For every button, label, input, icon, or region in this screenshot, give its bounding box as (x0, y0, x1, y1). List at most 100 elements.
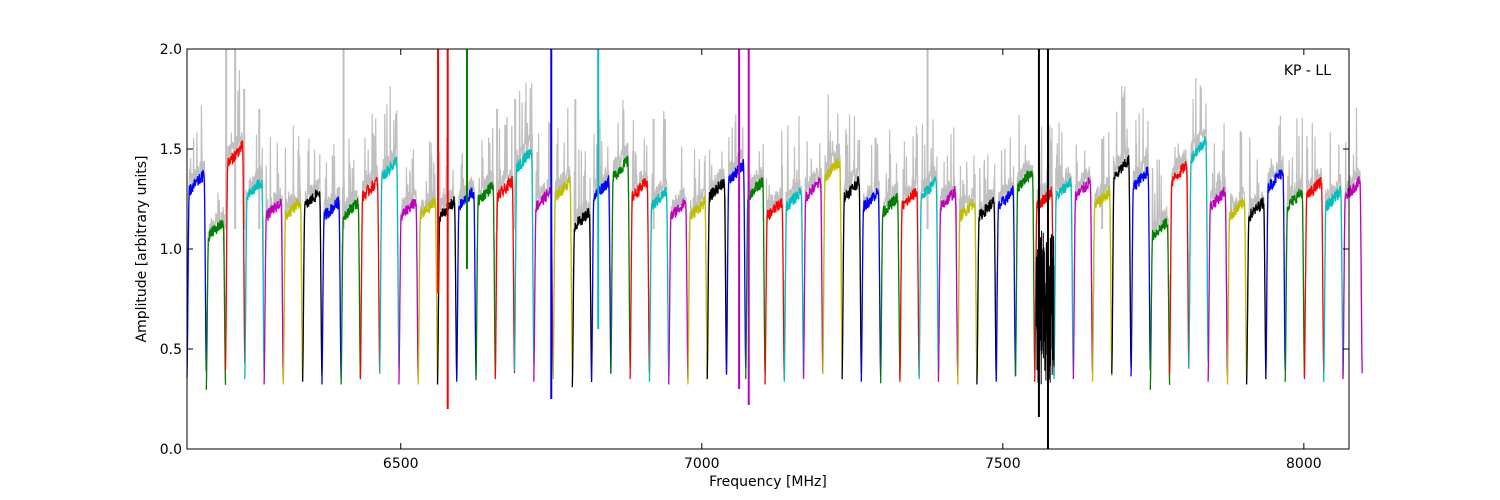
background-channel-line (591, 119, 612, 378)
background-channel-line (1246, 137, 1267, 383)
background-channel-line (494, 116, 516, 378)
background-channel-line (668, 146, 689, 383)
background-channel-line (841, 114, 862, 378)
channel-line (1303, 177, 1325, 380)
channel-line (533, 186, 554, 382)
background-channel-line (1342, 107, 1363, 378)
background-channel-line (1169, 143, 1190, 373)
background-channel-line (475, 127, 496, 379)
background-channel-line (802, 141, 824, 378)
channel-line (494, 175, 516, 380)
channel-line (1034, 186, 1055, 382)
x-tick-label: 7500 (985, 456, 1021, 472)
channel-line (1168, 161, 1190, 375)
background-channel-line (552, 107, 573, 378)
x-tick-label: 8000 (1286, 456, 1322, 472)
channel-line (1072, 177, 1094, 380)
channel-line (802, 177, 824, 380)
background-channel-line (648, 110, 670, 380)
background-channel-line (302, 138, 323, 380)
channel-line (282, 198, 304, 385)
channel-line (668, 198, 689, 385)
channel-line (475, 181, 496, 381)
channel-line (648, 186, 670, 382)
x-tick-label: 7000 (684, 456, 720, 472)
channel-line (937, 186, 959, 382)
background-channel-line (610, 99, 631, 366)
background-channel-line (533, 121, 554, 380)
channel-line (224, 140, 246, 371)
channel-line (629, 178, 651, 380)
channel-line (1226, 197, 1248, 385)
channel-line (552, 176, 573, 380)
x-tick-label: 6500 (383, 456, 419, 472)
background-channel-line (783, 115, 805, 380)
channel-line (1265, 169, 1286, 377)
background-channel-line (860, 137, 882, 380)
channel-line (879, 192, 901, 384)
channel-line (610, 155, 631, 374)
background-channel-line (629, 120, 650, 378)
background-channel-line (417, 141, 439, 383)
background-channel-line (1130, 108, 1151, 375)
y-tick-label: 0.5 (160, 342, 182, 358)
background-channel-line (764, 130, 785, 383)
background-channel-line (957, 155, 978, 383)
background-channel-line (1014, 114, 1036, 375)
channel-line (764, 198, 785, 385)
channel-line (186, 168, 207, 378)
background-channel-line (1053, 122, 1074, 378)
y-tick-label: 0.0 (160, 442, 182, 458)
background-channel-line (1265, 115, 1286, 375)
channel-line (1207, 187, 1229, 382)
background-channel-line (205, 192, 227, 389)
channel-line (1323, 185, 1344, 382)
channel-line (841, 176, 862, 380)
channel-line (590, 175, 612, 380)
channel-line (359, 176, 381, 380)
channel-line (1130, 166, 1151, 377)
series-layer (186, 134, 1363, 390)
channel-line (513, 148, 535, 372)
channel-line (783, 187, 805, 382)
background-channel-line (918, 119, 939, 378)
channel-line (822, 157, 843, 374)
channel-line (379, 156, 400, 374)
background-channel-line (976, 154, 997, 383)
background-channel-line (1226, 130, 1248, 383)
channel-line (918, 176, 940, 380)
background-channel-line (1323, 132, 1344, 380)
background-channel-line (1207, 123, 1228, 380)
channel-line (687, 195, 708, 385)
channel-line (860, 188, 882, 382)
channel-line (1188, 134, 1209, 369)
channel-line (301, 189, 323, 382)
channel-line (571, 207, 593, 388)
channel-line (340, 198, 362, 385)
channel-line (417, 196, 439, 385)
channel-line (1053, 177, 1074, 380)
background-channel-line (1072, 144, 1094, 372)
background-channel-line (186, 105, 207, 370)
channel-line (244, 179, 265, 380)
background-channel-line (880, 129, 901, 382)
background-channel-line (1284, 117, 1305, 375)
channel-line (1091, 186, 1113, 382)
channel-line (1342, 176, 1363, 380)
channel-line (1245, 197, 1267, 385)
y-tick-label: 1.0 (160, 242, 182, 258)
background-series-layer (186, 49, 1363, 389)
channel-line (1111, 155, 1132, 374)
y-tick-label: 2.0 (160, 42, 182, 58)
background-channel-line (822, 94, 843, 372)
channel-line (398, 198, 419, 385)
background-channel-line (1149, 159, 1171, 389)
background-channel-line (899, 125, 920, 380)
channel-line (995, 185, 1017, 382)
channel-line (706, 178, 728, 380)
y-tick-label: 1.5 (160, 142, 182, 158)
background-channel-line (321, 144, 342, 383)
x-axis-title: Frequency [MHz] (709, 474, 827, 490)
